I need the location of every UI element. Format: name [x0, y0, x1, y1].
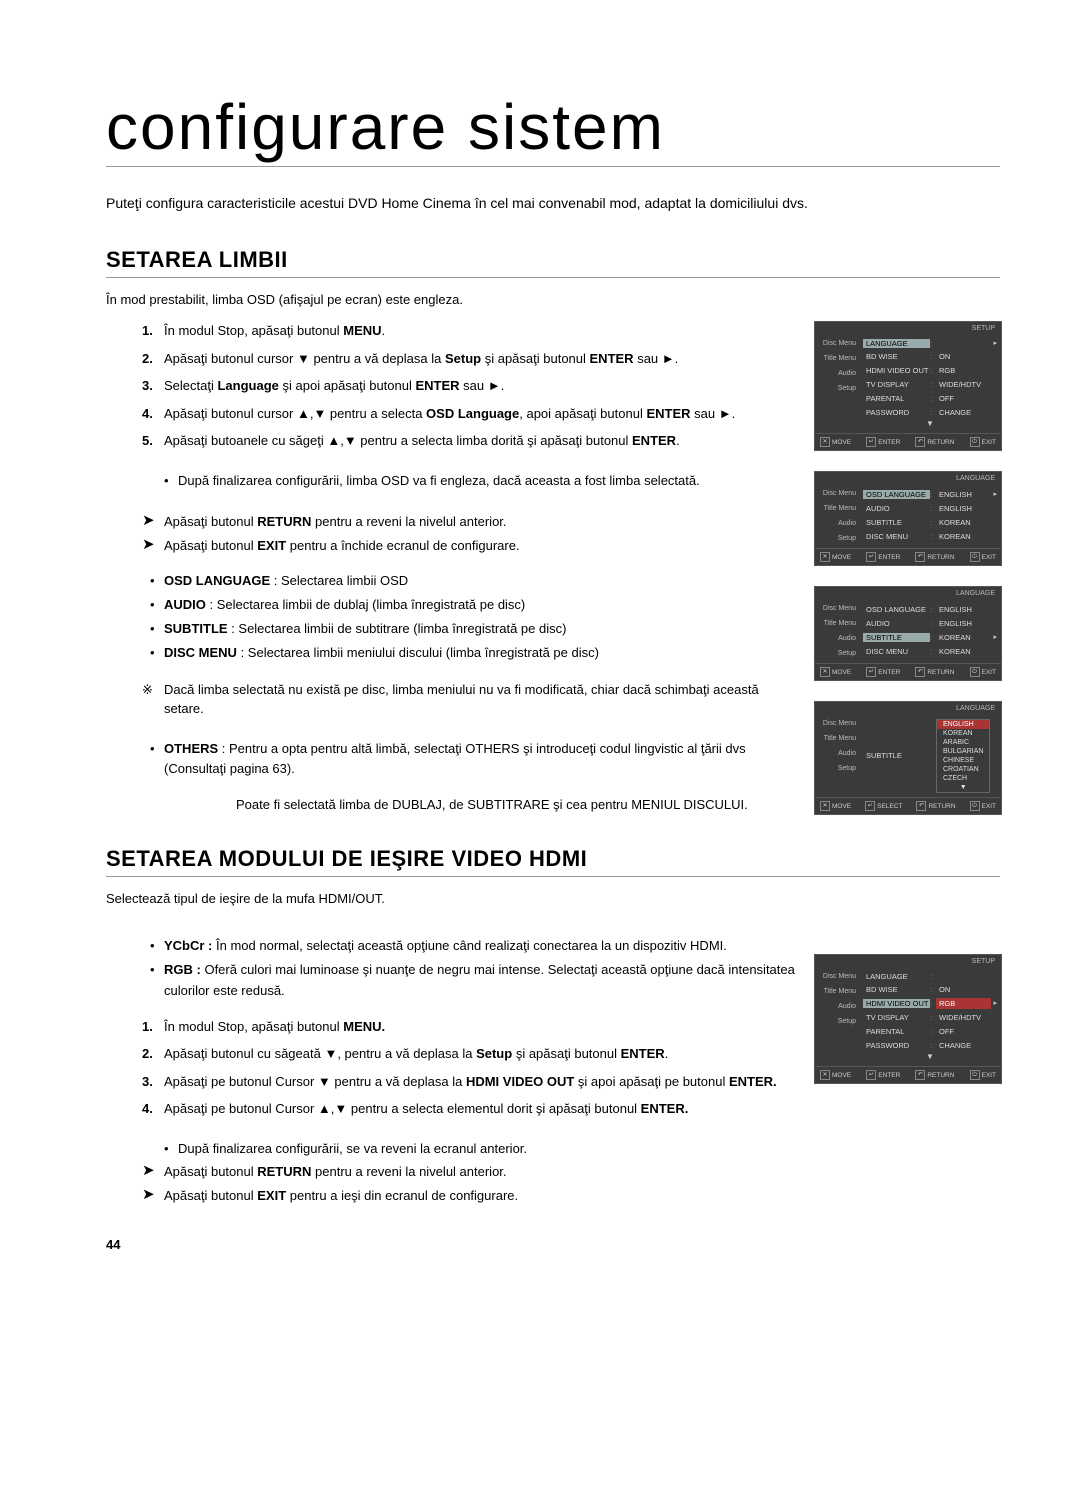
step-item: 1.În modul Stop, apăsaţi butonul MENU. — [106, 321, 798, 341]
others-bullet: OTHERS : Pentru a opta pentru altă limbă… — [106, 739, 798, 779]
section1-steps: 1.În modul Stop, apăsaţi butonul MENU. 2.… — [106, 321, 798, 451]
section1-subtext: În mod prestabilit, limba OSD (afişajul … — [106, 292, 1000, 307]
section2-osd-column: SETUPDisc MenuTitle MenuAudioSetupLANGUA… — [814, 920, 1000, 1084]
bullet-item: RGB : Oferă culori mai luminoase şi nuan… — [106, 960, 798, 1000]
step-item: 4.Apăsaţi pe butonul Cursor ▲,▼ pentru a… — [106, 1099, 798, 1119]
bullet-item: DISC MENU : Selectarea limbii meniului d… — [106, 643, 798, 663]
osd-screenshot-language-2: LANGUAGEDisc MenuTitle MenuAudioSetupOSD… — [814, 586, 1000, 681]
bullet-item: SUBTITLE : Selectarea limbii de subtitra… — [106, 619, 798, 639]
step-item: 1.În modul Stop, apăsaţi butonul MENU. — [106, 1017, 798, 1037]
return-note-2: ➤Apăsaţi butonul RETURN pentru a reveni … — [106, 1162, 798, 1182]
step-item: 2.Apăsaţi butonul cursor ▼ pentru a vă d… — [106, 349, 798, 369]
step-item: 3.Apăsaţi pe butonul Cursor ▼ pentru a v… — [106, 1072, 798, 1092]
asterisk-note: ※Dacă limba selectată nu există pe disc,… — [106, 680, 798, 719]
section2-left: YCbCr : În mod normal, selectaţi această… — [106, 920, 814, 1209]
osd-screenshot-setup: SETUPDisc MenuTitle MenuAudioSetupLANGUA… — [814, 321, 1000, 451]
step-item: 5.Apăsaţi butoanele cu săgeţi ▲,▼ pentru… — [106, 431, 798, 451]
osd-screenshot-hdmi: SETUPDisc MenuTitle MenuAudioSetupLANGUA… — [814, 954, 1000, 1084]
return-note-1: ➤Apăsaţi butonul RETURN pentru a reveni … — [106, 512, 798, 532]
manual-page: configurare sistem Puteţi configura cara… — [0, 0, 1080, 1292]
step5-subnote: După finalizarea configurării, limba OSD… — [106, 471, 798, 491]
section2-subtext: Selectează tipul de ieşire de la mufa HD… — [106, 891, 1000, 906]
section1-body: 1.În modul Stop, apăsaţi butonul MENU. 2.… — [106, 321, 1000, 818]
section1-left: 1.În modul Stop, apăsaţi butonul MENU. 2.… — [106, 321, 814, 818]
bullet-item: OSD LANGUAGE : Selectarea limbii OSD — [106, 571, 798, 591]
section-heading-language: SETAREA LIMBII — [106, 247, 1000, 278]
section1-osd-column: SETUPDisc MenuTitle MenuAudioSetupLANGUA… — [814, 321, 1000, 815]
step-item: 2.Apăsaţi butonul cu săgeată ▼, pentru a… — [106, 1044, 798, 1064]
step-item: 3.Selectaţi Language şi apoi apăsaţi but… — [106, 376, 798, 396]
section1-bullets: OSD LANGUAGE : Selectarea limbii OSD AUDI… — [106, 571, 798, 664]
step-item: 4.Apăsaţi butonul cursor ▲,▼ pentru a se… — [106, 404, 798, 424]
page-number: 44 — [106, 1237, 1000, 1252]
exit-note-1: ➤Apăsaţi butonul EXIT pentru a închide e… — [106, 536, 798, 556]
bullet-item: YCbCr : În mod normal, selectaţi această… — [106, 936, 798, 956]
exit-note-2: ➤Apăsaţi butonul EXIT pentru a ieşi din … — [106, 1186, 798, 1206]
osd-screenshot-subtitle-list: LANGUAGEDisc MenuTitle MenuAudioSetupSUB… — [814, 701, 1000, 815]
step4-subnote: După finalizarea configurării, se va rev… — [106, 1139, 798, 1159]
bullet-item: AUDIO : Selectarea limbii de dublaj (lim… — [106, 595, 798, 615]
page-title: configurare sistem — [106, 90, 1000, 167]
section2-body: YCbCr : În mod normal, selectaţi această… — [106, 920, 1000, 1209]
section-heading-hdmi: SETAREA MODULUI DE IEŞIRE VIDEO HDMI — [106, 846, 1000, 877]
section2-pre-bullets: YCbCr : În mod normal, selectaţi această… — [106, 936, 798, 1000]
section2-steps: 1.În modul Stop, apăsaţi butonul MENU. 2.… — [106, 1017, 798, 1119]
others-continuation: Poate fi selectată limba de DUBLAJ, de S… — [106, 795, 798, 815]
osd-screenshot-language-1: LANGUAGEDisc MenuTitle MenuAudioSetupOSD… — [814, 471, 1000, 566]
intro-text: Puteţi configura caracteristicile acestu… — [106, 195, 1000, 211]
